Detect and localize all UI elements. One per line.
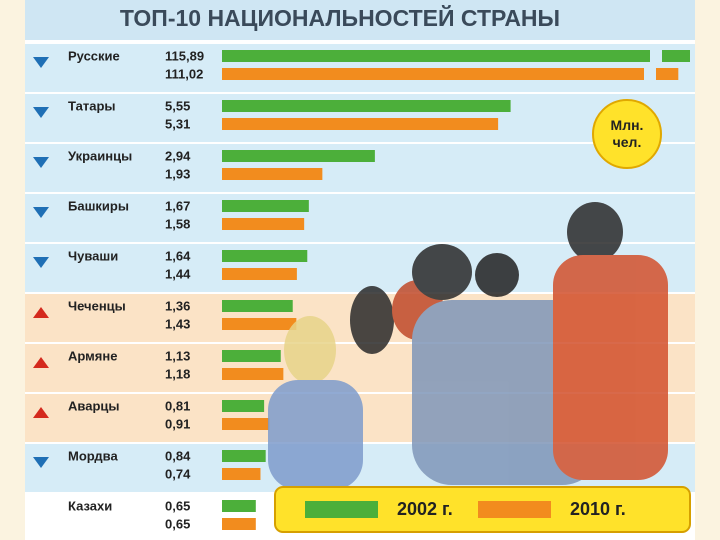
category-label: Чеченцы bbox=[68, 298, 126, 313]
legend-swatch bbox=[478, 501, 551, 518]
bar bbox=[222, 418, 270, 430]
unit-label: Млн. чел. bbox=[610, 117, 644, 150]
category-label: Чуваши bbox=[68, 248, 118, 263]
trend-down bbox=[33, 157, 49, 168]
unit-badge bbox=[592, 99, 662, 169]
trend-down bbox=[33, 57, 49, 68]
trend-down bbox=[33, 257, 49, 268]
bar bbox=[222, 200, 309, 212]
value-label: 1,58 bbox=[165, 216, 190, 231]
legend-label: 2010 г. bbox=[570, 499, 626, 519]
bar bbox=[222, 518, 256, 530]
bar bbox=[222, 468, 261, 480]
chart-title: ТОП-10 НАЦИОНАЛЬНОСТЕЙ СТРАНЫ bbox=[120, 4, 560, 31]
trend-down bbox=[33, 107, 49, 118]
value-label: 0,81 bbox=[165, 398, 190, 413]
value-label: 0,84 bbox=[165, 448, 191, 463]
value-label: 1,44 bbox=[165, 266, 191, 281]
title-band bbox=[25, 0, 695, 40]
category-label: Аварцы bbox=[68, 398, 119, 413]
trend-down bbox=[33, 457, 49, 468]
bar bbox=[222, 218, 305, 230]
value-label: 1,67 bbox=[165, 198, 190, 213]
value-label: 2,94 bbox=[165, 148, 191, 163]
value-label: 111,02 bbox=[165, 66, 203, 81]
bar bbox=[222, 400, 265, 412]
bar-part bbox=[222, 68, 644, 80]
category-label: Мордва bbox=[68, 448, 118, 463]
value-label: 0,65 bbox=[165, 498, 190, 513]
legend-items: 2002 г. 2010 г. bbox=[305, 499, 626, 519]
bar bbox=[222, 68, 679, 80]
category-label: Казахи bbox=[68, 498, 112, 513]
bar bbox=[222, 118, 499, 130]
value-label: 1,13 bbox=[165, 348, 190, 363]
bar bbox=[222, 168, 323, 180]
bar bbox=[222, 318, 297, 330]
legend-swatch bbox=[305, 501, 378, 518]
bar-part bbox=[222, 50, 650, 62]
value-label: 115,89 bbox=[165, 48, 204, 63]
value-label: 0,91 bbox=[165, 416, 190, 431]
value-label: 1,36 bbox=[165, 298, 190, 313]
value-label: 0,65 bbox=[165, 516, 190, 531]
trend-down bbox=[33, 207, 49, 218]
bar bbox=[222, 50, 690, 62]
bar bbox=[222, 350, 281, 362]
bar bbox=[222, 368, 284, 380]
value-label: 0,74 bbox=[165, 466, 191, 481]
bar bbox=[222, 150, 375, 162]
value-label: 5,55 bbox=[165, 98, 190, 113]
category-label: Армяне bbox=[68, 348, 117, 363]
trend-up bbox=[33, 407, 49, 418]
bar bbox=[222, 450, 266, 462]
bar bbox=[222, 100, 511, 112]
value-label: 1,18 bbox=[165, 366, 190, 381]
category-label: Башкиры bbox=[68, 198, 129, 213]
value-label: 5,31 bbox=[165, 116, 190, 131]
trend-up bbox=[33, 357, 49, 368]
category-label: Украинцы bbox=[68, 148, 132, 163]
value-label: 1,93 bbox=[165, 166, 190, 181]
bar-part bbox=[656, 68, 679, 80]
value-label: 1,64 bbox=[165, 248, 191, 263]
value-label: 1,43 bbox=[165, 316, 190, 331]
bar bbox=[222, 250, 308, 262]
bar bbox=[222, 300, 293, 312]
bar bbox=[222, 268, 297, 280]
category-label: Русские bbox=[68, 48, 120, 63]
photo bbox=[268, 202, 668, 490]
bar-part bbox=[662, 50, 690, 62]
legend-label: 2002 г. bbox=[397, 499, 453, 519]
category-label: Татары bbox=[68, 98, 116, 113]
bar bbox=[222, 500, 256, 512]
trend-up bbox=[33, 307, 49, 318]
